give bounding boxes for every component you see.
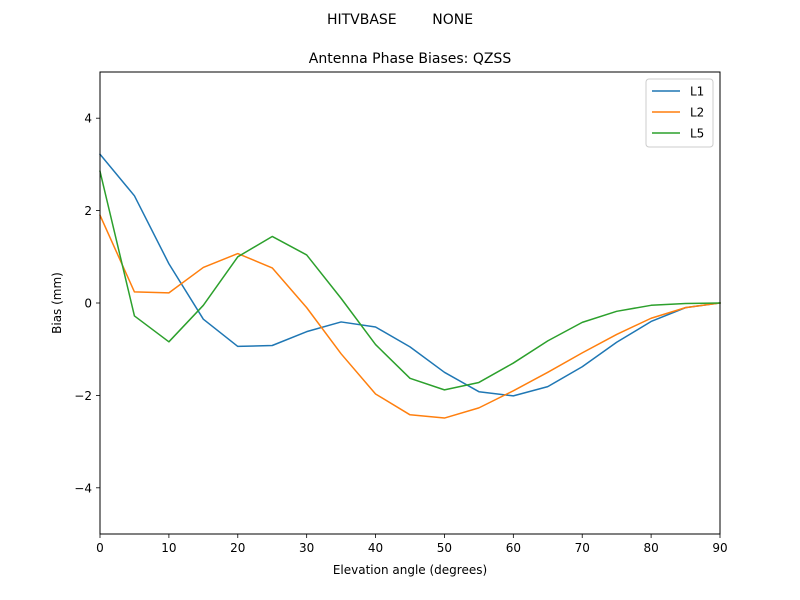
x-tick-label: 90 xyxy=(712,541,727,555)
plot-area-frame xyxy=(99,71,721,535)
x-axis-ticks: 0 10 20 30 40 50 60 70 80 90 xyxy=(96,534,728,555)
y-tick-label: −2 xyxy=(74,389,92,403)
x-tick-label: 40 xyxy=(368,541,383,555)
x-axis-label: Elevation angle (degrees) xyxy=(333,563,487,577)
x-tick-label: 70 xyxy=(575,541,590,555)
legend-label-l2: L2 xyxy=(690,106,704,120)
x-tick-label: 80 xyxy=(643,541,658,555)
x-tick-label: 30 xyxy=(299,541,314,555)
legend-box xyxy=(645,78,714,148)
series-line-l2 xyxy=(99,214,721,419)
series-layer xyxy=(98,153,721,419)
y-axis-label: Bias (mm) xyxy=(50,272,64,334)
legend-label-l1: L1 xyxy=(690,85,704,99)
chart-title: Antenna Phase Biases: QZSS xyxy=(309,51,512,67)
x-tick-label: 50 xyxy=(437,541,452,555)
y-tick-label: −4 xyxy=(74,481,92,495)
y-tick-label: 2 xyxy=(84,204,92,218)
legend: L1 L2 L5 xyxy=(645,78,714,148)
series-line-l5 xyxy=(99,170,721,391)
series-line-l1 xyxy=(98,153,721,397)
y-axis-ticks: −4 −2 0 2 4 xyxy=(74,112,100,495)
legend-label-l5: L5 xyxy=(690,127,704,141)
figure-suptitle: HITVBASE NONE xyxy=(327,12,473,28)
x-tick-label: 60 xyxy=(506,541,521,555)
y-tick-label: 4 xyxy=(84,112,92,126)
x-tick-label: 0 xyxy=(96,541,104,555)
x-tick-label: 20 xyxy=(230,541,245,555)
y-tick-label: 0 xyxy=(84,297,92,311)
x-tick-label: 10 xyxy=(161,541,176,555)
